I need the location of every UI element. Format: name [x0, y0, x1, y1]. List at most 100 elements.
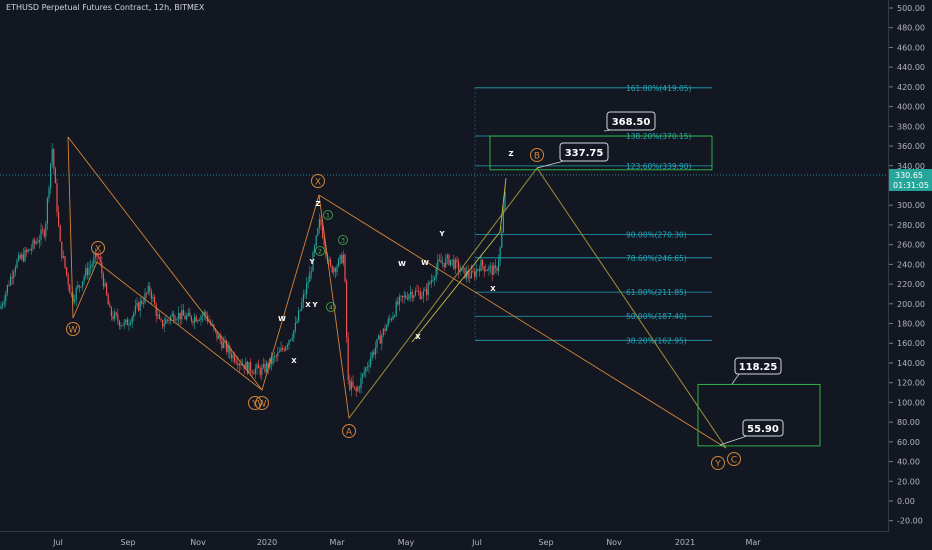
- candle-body: [312, 252, 314, 272]
- candle-body: [382, 328, 384, 336]
- wave-circle: [311, 174, 325, 188]
- wave-label-minor: Y: [311, 301, 318, 309]
- price-tick-label: 460.00: [897, 43, 925, 52]
- candle-body: [443, 262, 445, 267]
- candle-body: [51, 149, 53, 164]
- candle-body: [334, 268, 336, 272]
- candle-body: [362, 374, 364, 378]
- candle-body: [502, 209, 504, 233]
- candle-body: [296, 321, 298, 323]
- candle-body: [278, 351, 280, 353]
- time-tick-label: 2020: [257, 538, 277, 547]
- wave-label-major: A: [346, 428, 353, 438]
- candle-body: [270, 357, 272, 364]
- candle-body: [232, 354, 234, 359]
- callout-pointer: [719, 435, 748, 446]
- candle-body: [504, 191, 506, 210]
- candle-body: [352, 381, 354, 387]
- candle-body: [414, 290, 416, 296]
- candle-body: [438, 259, 440, 261]
- candle-body: [290, 339, 292, 341]
- candle-body: [176, 319, 178, 320]
- candle-body: [277, 352, 279, 357]
- candle-body: [389, 318, 391, 320]
- candle-body: [170, 316, 172, 321]
- candle-body: [378, 335, 380, 340]
- candle-body: [381, 335, 383, 344]
- candle-body: [146, 292, 148, 294]
- candle-body: [432, 279, 434, 281]
- candle-body: [112, 316, 114, 320]
- candle-body: [59, 225, 61, 242]
- fib-extension[interactable]: 161.80%(419.05) 138.20%(370.15) 123.60%(33…: [474, 84, 712, 346]
- candle-body: [187, 312, 189, 316]
- candle-body: [302, 294, 304, 303]
- time-axis[interactable]: Jul Sep Nov 2020 Mar May Jul Sep Nov 2021 Mar: [52, 538, 761, 547]
- candle-body: [203, 311, 205, 315]
- candle-body: [478, 269, 480, 272]
- wave-label-minor: W: [421, 259, 429, 267]
- candle-body: [310, 271, 312, 273]
- candle-body: [126, 319, 128, 326]
- candle-body: [160, 318, 162, 321]
- candle-body: [323, 237, 325, 246]
- candle-body: [306, 283, 308, 295]
- candle-body: [229, 345, 231, 354]
- candle-body: [315, 235, 317, 246]
- candle-body: [197, 320, 199, 322]
- candle-body: [429, 282, 431, 284]
- bar-countdown: 01:31:05: [893, 181, 929, 190]
- candle-body: [322, 225, 324, 238]
- candle-body: [208, 321, 210, 323]
- candle-body: [18, 255, 20, 261]
- fib-level-label: 61.80%(211.85): [626, 288, 687, 297]
- candle-body: [182, 310, 184, 316]
- wave-circle: [255, 396, 269, 410]
- candle-body: [435, 268, 437, 278]
- candle-body: [64, 256, 66, 268]
- candle-body: [456, 259, 458, 263]
- candle-body: [493, 265, 495, 276]
- candle-body: [368, 365, 370, 367]
- candle-body: [11, 276, 13, 278]
- candle-body: [195, 316, 197, 322]
- candle-body: [123, 322, 125, 326]
- candle-body: [147, 286, 149, 294]
- candle-body: [301, 302, 303, 310]
- fib-level-label: 90.00%(270.30): [626, 230, 687, 239]
- upper-target-box: [489, 135, 713, 171]
- candle-body: [498, 260, 500, 271]
- wave-label-minor: W: [278, 315, 286, 323]
- wave-label-subwave: 4: [329, 304, 333, 312]
- wave-circle: [248, 396, 262, 410]
- candle-body: [280, 348, 282, 352]
- target-zones[interactable]: [489, 135, 821, 447]
- candle-body: [21, 254, 23, 259]
- candle-body: [181, 310, 183, 320]
- candle-body: [338, 258, 340, 267]
- candle-body: [154, 297, 156, 305]
- wave-label-major: Y: [251, 400, 258, 410]
- candle-body: [427, 282, 429, 296]
- elliott-wave-lines[interactable]: [67, 136, 727, 449]
- price-axis[interactable]: 500.00 480.00 460.00 440.00 420.00 400.00 380.…: [889, 4, 925, 526]
- candle-body: [459, 271, 461, 272]
- wave-label-minor: X: [415, 333, 421, 341]
- candle-body: [440, 260, 442, 264]
- wave-label-major: X: [315, 178, 321, 188]
- candle-body: [283, 349, 285, 351]
- fib-level-label: 38.20%(162.95): [626, 336, 687, 345]
- candle-body: [370, 357, 372, 366]
- candle-body: [291, 337, 293, 340]
- candle-body: [134, 305, 136, 313]
- candle-body: [133, 312, 135, 317]
- candle-body: [357, 387, 359, 392]
- candle-body: [442, 262, 444, 264]
- price-tick-label: 480.00: [897, 24, 925, 33]
- candle-body: [158, 314, 160, 319]
- candle-body: [282, 348, 284, 350]
- price-tick-label: 260.00: [897, 241, 925, 250]
- subwave-circle: [326, 302, 336, 312]
